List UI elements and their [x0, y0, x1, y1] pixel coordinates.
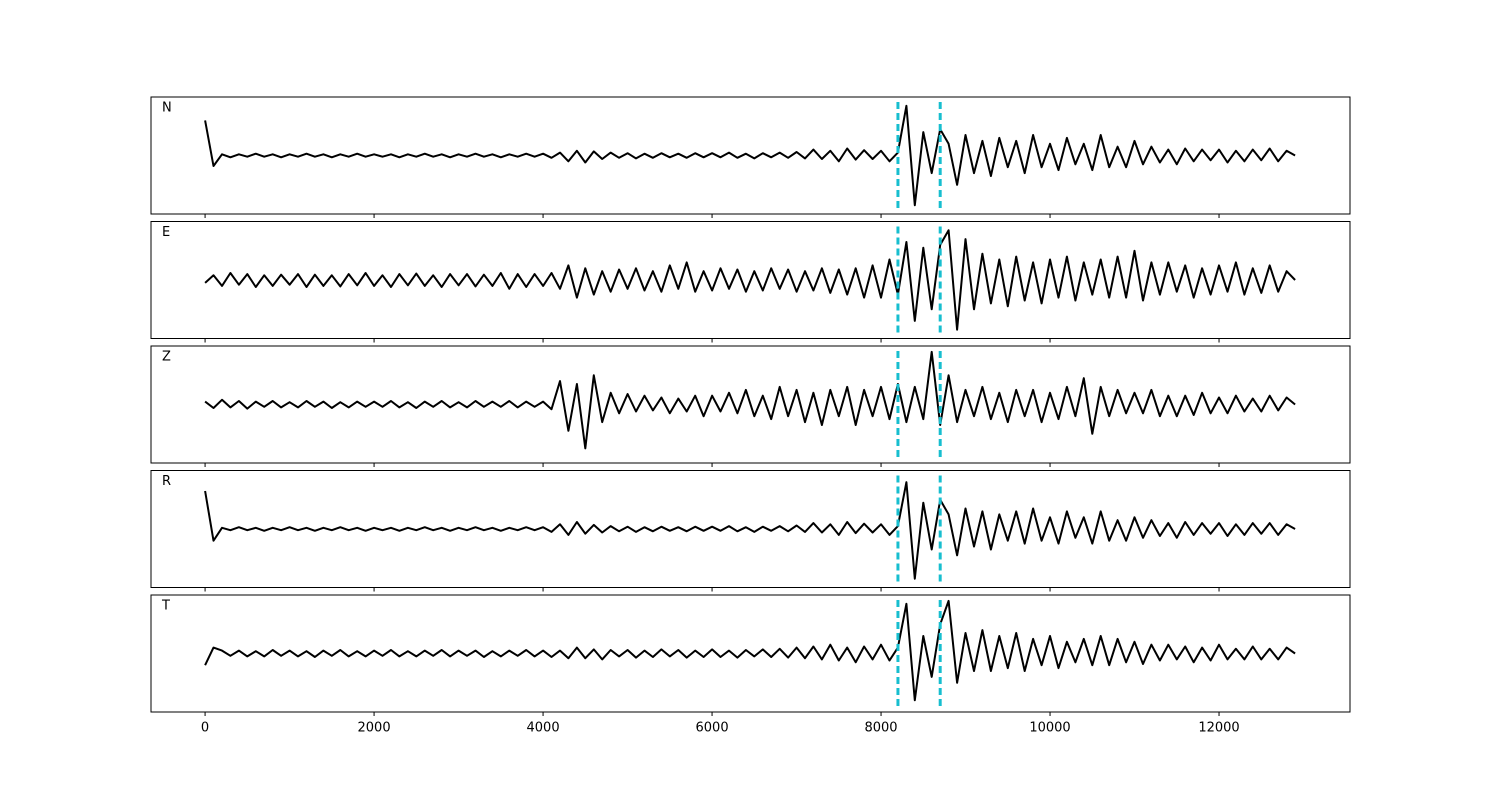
trace [204, 229, 1296, 331]
series-label: T [161, 599, 170, 614]
x-tick-label: 10000 [1029, 721, 1070, 736]
panel-frame [150, 345, 1351, 464]
series-label: E [162, 225, 170, 240]
trace [204, 350, 1296, 450]
x-tick-label: 4000 [527, 721, 560, 736]
series-label: N [162, 101, 172, 116]
panel-frame [150, 221, 1351, 339]
panel-frame [150, 594, 1351, 713]
series-label: R [162, 474, 171, 489]
series-label: Z [162, 350, 171, 365]
x-tick-label: 6000 [696, 721, 729, 736]
trace [204, 481, 1296, 580]
x-tick-label: 12000 [1198, 721, 1239, 736]
x-tick-label: 0 [201, 721, 209, 736]
panel-frame [150, 470, 1351, 588]
x-tick-label: 2000 [358, 721, 391, 736]
trace [204, 599, 1296, 702]
x-tick-label: 8000 [864, 721, 897, 736]
panel-frame [150, 96, 1351, 215]
trace [204, 104, 1296, 207]
